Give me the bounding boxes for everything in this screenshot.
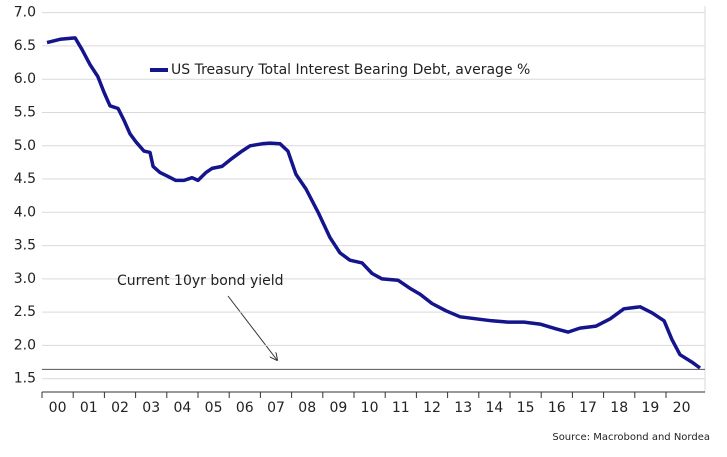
- x-tick-label: 03: [142, 400, 160, 416]
- x-tick-label: 00: [49, 400, 67, 416]
- y-tick-label: 1.5: [14, 371, 36, 387]
- y-tick-label: 6.0: [14, 71, 36, 87]
- y-tick-label: 3.5: [14, 238, 36, 254]
- annotation: Current 10yr bond yield: [117, 273, 284, 289]
- x-tick-label: 11: [392, 400, 410, 416]
- y-tick-label: 2.5: [14, 304, 36, 320]
- x-tick-label: 01: [80, 400, 98, 416]
- legend-label: US Treasury Total Interest Bearing Debt,…: [171, 62, 530, 78]
- x-tick-label: 18: [610, 400, 628, 416]
- x-tick-label: 16: [548, 400, 566, 416]
- y-tick-label: 4.5: [14, 171, 36, 187]
- y-tick-label: 4.0: [14, 204, 36, 220]
- x-tick-label: 02: [111, 400, 129, 416]
- x-tick-label: 08: [298, 400, 316, 416]
- y-tick-label: 5.5: [14, 104, 36, 120]
- x-tick-label: 09: [329, 400, 347, 416]
- y-tick-label: 2.0: [14, 337, 36, 353]
- source: Source: Macrobond and Nordea: [552, 432, 710, 443]
- y-tick-label: 5.0: [14, 138, 36, 154]
- x-tick-label: 13: [454, 400, 472, 416]
- annotation-arrow: [227, 295, 277, 360]
- x-tick-label: 14: [485, 400, 503, 416]
- x-tick-label: 06: [236, 400, 254, 416]
- x-tick-label: 12: [423, 400, 441, 416]
- line: [46, 36, 702, 370]
- x-tick-label: 17: [579, 400, 597, 416]
- y-tick-label: 3.0: [14, 271, 36, 287]
- x-tick-label: 20: [673, 400, 691, 416]
- y-tick-label: 6.5: [14, 38, 36, 54]
- x-tick-label: 05: [205, 400, 223, 416]
- x-tick-label: 10: [361, 400, 379, 416]
- x-tick-label: 04: [173, 400, 191, 416]
- x-tick-label: 07: [267, 400, 285, 416]
- y-tick-label: 7.0: [14, 5, 36, 21]
- x-tick-label: 19: [641, 400, 659, 416]
- x-tick-label: 15: [517, 400, 535, 416]
